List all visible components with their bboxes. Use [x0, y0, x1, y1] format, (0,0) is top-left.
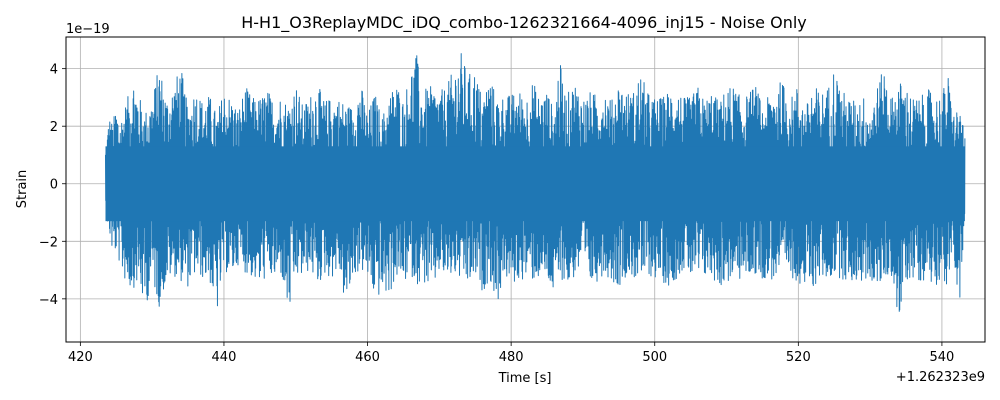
y-axis-label: Strain: [15, 170, 30, 209]
x-axis: 420 440 460 480 500 520 540: [68, 342, 954, 365]
x-tick-label: 440: [212, 350, 237, 365]
y-scale-label: 1e−19: [66, 22, 110, 37]
x-axis-label: Time [s]: [498, 371, 552, 386]
x-tick-label: 540: [930, 350, 955, 365]
axes-frame: [65, 36, 986, 343]
y-tick-label: −2: [39, 235, 58, 250]
x-tick-label: 460: [355, 350, 380, 365]
x-tick-label: 500: [642, 350, 667, 365]
y-tick-label: 0: [50, 178, 58, 193]
chart-title: H-H1_O3ReplayMDC_iDQ_combo-1262321664-40…: [241, 13, 807, 33]
plot-area: [104, 53, 966, 312]
y-tick-label: 4: [50, 63, 58, 78]
x-tick-label: 520: [786, 350, 811, 365]
y-axis: −4 −2 0 2 4: [39, 63, 66, 308]
x-tick-label: 420: [68, 350, 93, 365]
x-offset-label: +1.262323e9: [896, 370, 985, 385]
x-tick-label: 480: [499, 350, 524, 365]
series-dense-band: [105, 146, 965, 222]
y-tick-label: 2: [50, 120, 58, 135]
y-tick-label: −4: [39, 293, 58, 308]
series-line: [104, 53, 966, 312]
